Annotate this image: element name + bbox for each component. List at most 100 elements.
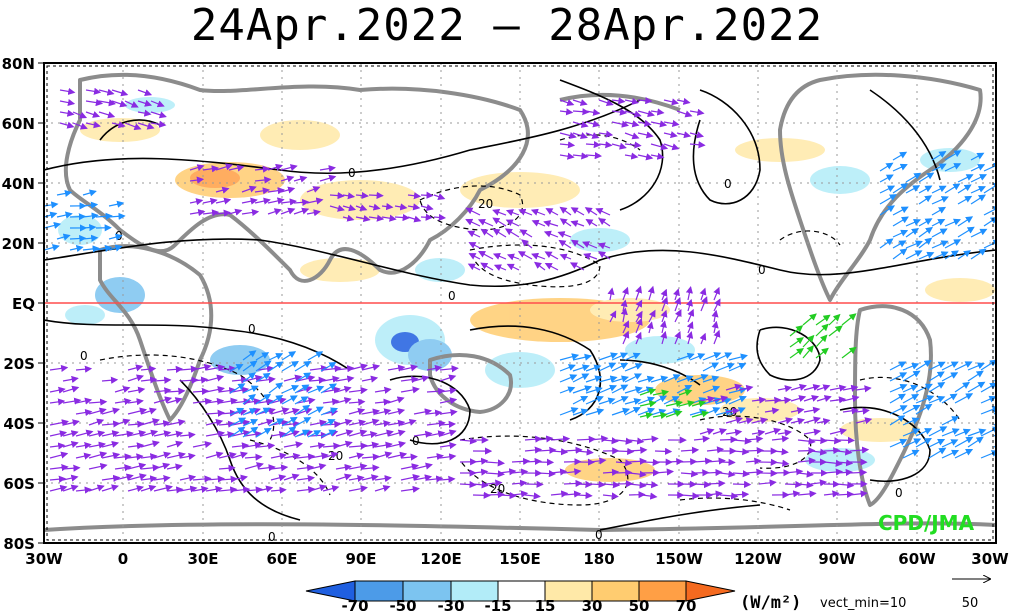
wind-vector bbox=[676, 375, 694, 383]
wind-vector bbox=[928, 371, 945, 382]
wind-vector bbox=[751, 429, 766, 437]
wind-vector bbox=[970, 228, 988, 238]
wind-vector bbox=[296, 474, 316, 483]
wind-vector bbox=[420, 213, 433, 221]
wind-vector bbox=[88, 430, 106, 438]
wind-vector bbox=[242, 350, 257, 361]
wind-vector bbox=[387, 451, 408, 459]
map-title: 24Apr.2022 – 28Apr.2022 bbox=[190, 0, 824, 51]
wind-vector bbox=[585, 219, 598, 227]
wind-vector bbox=[967, 436, 984, 448]
wind-vector bbox=[918, 185, 933, 194]
wind-vector bbox=[624, 152, 639, 160]
lon-label: 30W bbox=[25, 550, 63, 568]
wind-vector bbox=[127, 462, 147, 470]
wind-vector bbox=[928, 381, 946, 393]
wind-vector bbox=[572, 99, 588, 106]
wind-vector bbox=[420, 204, 434, 211]
wind-vector bbox=[967, 428, 987, 437]
wind-vector bbox=[192, 387, 210, 395]
wind-vector bbox=[202, 165, 219, 173]
wind-vector bbox=[563, 490, 582, 498]
wind-vector bbox=[72, 122, 88, 130]
wind-vector bbox=[49, 451, 69, 459]
wind-vector bbox=[764, 407, 780, 415]
wind-vector bbox=[829, 384, 847, 392]
wind-vector bbox=[433, 193, 446, 200]
wind-vector bbox=[374, 484, 391, 492]
wind-vector bbox=[205, 418, 224, 426]
wind-vector bbox=[728, 395, 747, 405]
wind-vector bbox=[941, 428, 960, 437]
colorbar: -70 -50 -30 -15 15 30 50 70 bbox=[305, 580, 736, 612]
wind-vector bbox=[319, 165, 336, 173]
wind-vector bbox=[957, 226, 975, 238]
wind-vector bbox=[611, 384, 629, 394]
wind-vector bbox=[82, 189, 97, 197]
wind-vector bbox=[678, 400, 695, 408]
wind-vector bbox=[905, 240, 923, 249]
wind-vector bbox=[641, 492, 658, 500]
wind-vector bbox=[433, 213, 447, 221]
wind-vector bbox=[335, 365, 355, 373]
wind-vector bbox=[758, 479, 777, 487]
wind-vector bbox=[889, 393, 906, 404]
wind-vector bbox=[570, 239, 585, 249]
contour-label: 20 bbox=[478, 197, 493, 211]
wind-vector bbox=[506, 253, 520, 261]
wind-vector bbox=[127, 485, 145, 493]
wind-vector bbox=[777, 417, 794, 425]
wind-vector bbox=[49, 364, 69, 372]
wind-vector bbox=[915, 428, 933, 437]
wind-vector bbox=[954, 361, 973, 371]
wind-vector bbox=[650, 120, 668, 128]
wind-vector bbox=[101, 420, 121, 428]
wind-vector bbox=[255, 393, 272, 405]
wind-vector bbox=[361, 453, 381, 461]
wind-vector bbox=[639, 400, 657, 408]
wind-vector bbox=[550, 448, 569, 456]
wind-vector bbox=[205, 409, 225, 417]
wind-vector bbox=[44, 201, 59, 209]
wind-vector bbox=[101, 376, 119, 384]
wind-vector bbox=[294, 372, 312, 383]
wind-vector bbox=[663, 396, 680, 405]
wind-vector bbox=[918, 172, 935, 183]
wind-vector bbox=[241, 185, 257, 193]
wind-vector bbox=[544, 251, 559, 260]
wind-vector bbox=[296, 486, 316, 494]
lat-label: 80N bbox=[2, 55, 35, 73]
wind-vector bbox=[957, 174, 974, 183]
wind-vector bbox=[615, 469, 633, 477]
wind-vector bbox=[59, 109, 75, 117]
wind-vector bbox=[127, 407, 148, 415]
wind-vector bbox=[400, 418, 417, 426]
wind-vector bbox=[62, 385, 80, 393]
wind-vector bbox=[585, 120, 601, 128]
wind-vector bbox=[810, 436, 828, 445]
wind-vector bbox=[166, 451, 186, 459]
wind-vector bbox=[426, 430, 446, 438]
wind-vector bbox=[387, 419, 406, 427]
wind-vector bbox=[550, 468, 568, 476]
wind-vector bbox=[413, 462, 433, 470]
wind-vector bbox=[802, 334, 815, 348]
wind-vector bbox=[179, 452, 196, 461]
wind-vector bbox=[387, 364, 406, 372]
wind-vector bbox=[889, 438, 908, 448]
wind-vector bbox=[706, 457, 726, 465]
wind-vector bbox=[85, 87, 102, 95]
wind-vector bbox=[472, 468, 489, 476]
wind-vector bbox=[88, 462, 108, 470]
wind-vector bbox=[537, 435, 554, 443]
wind-vector bbox=[218, 451, 237, 459]
wind-vector bbox=[585, 408, 605, 416]
wind-vector bbox=[691, 400, 707, 408]
wind-vector bbox=[394, 213, 410, 222]
wind-vector bbox=[855, 385, 872, 393]
wind-vector bbox=[823, 446, 841, 455]
wind-vector bbox=[764, 427, 782, 435]
wind-vector bbox=[368, 191, 384, 199]
wind-vector bbox=[322, 375, 340, 383]
wind-vector bbox=[320, 419, 336, 427]
